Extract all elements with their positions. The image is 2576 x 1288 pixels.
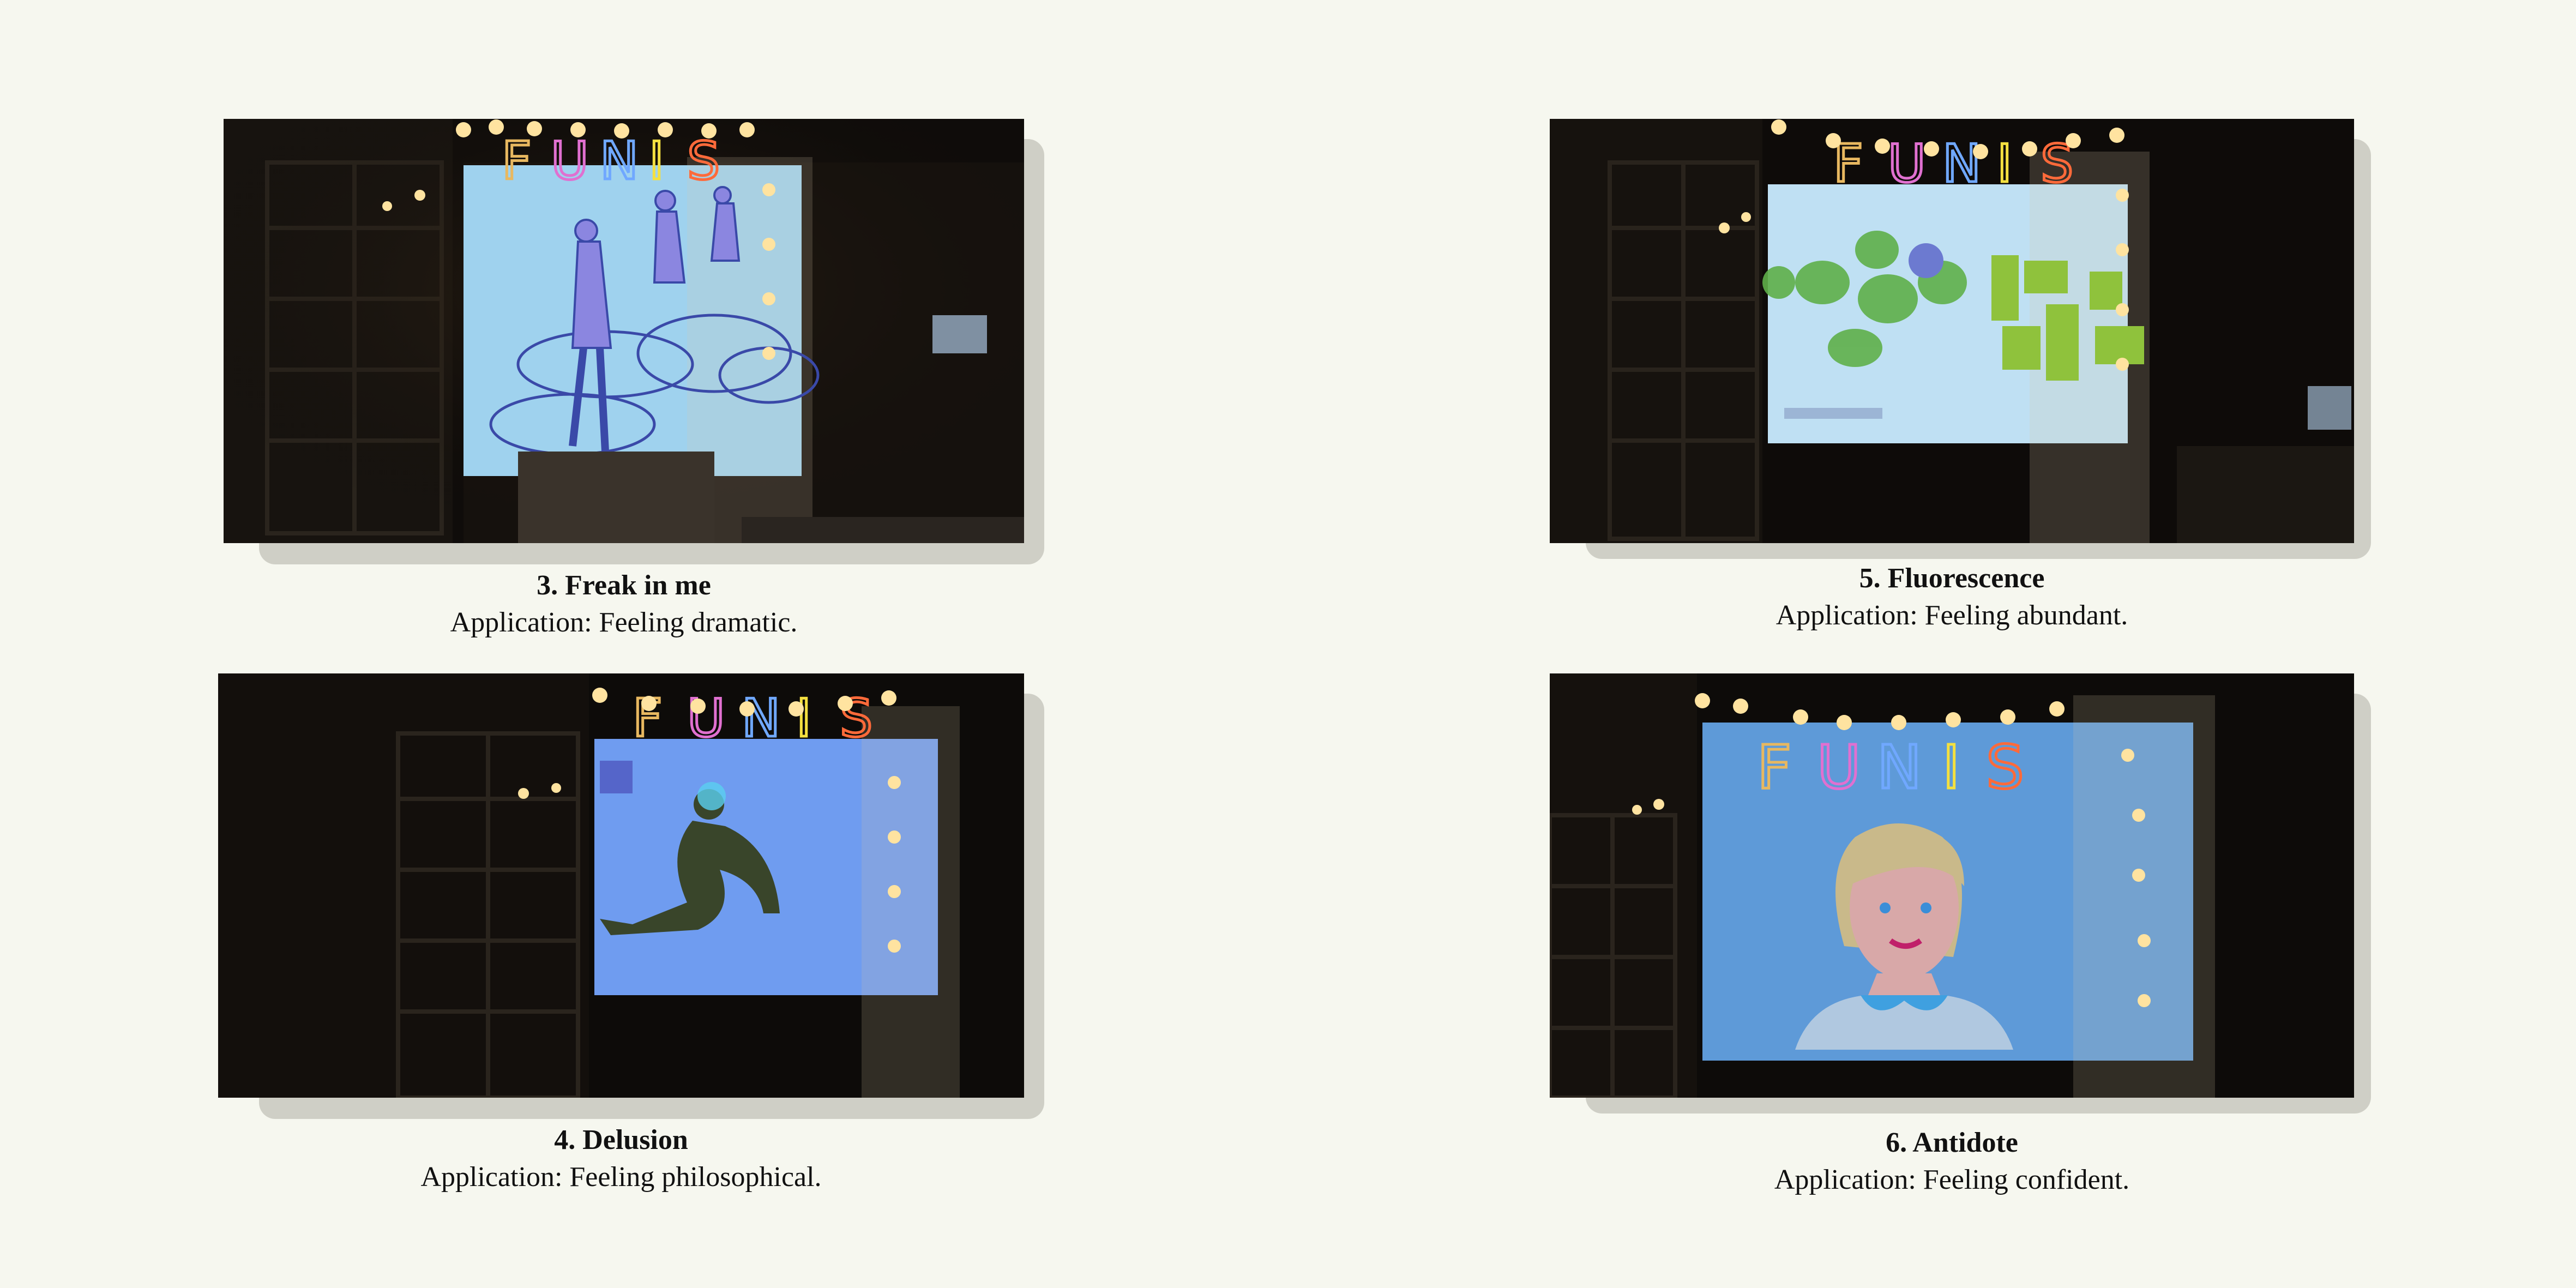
panel-application: Application: Feeling philosophical. [420, 1161, 822, 1193]
svg-text:S: S [687, 131, 720, 191]
svg-text:I: I [1942, 732, 1960, 802]
svg-text:N: N [742, 689, 780, 749]
svg-text:U: U [687, 689, 725, 749]
panel-application: Application: Feeling abundant. [1775, 600, 2128, 631]
svg-text:S: S [1986, 732, 2024, 802]
svg-text:I: I [796, 689, 811, 749]
panel-application: Application: Feeling confident. [1774, 1164, 2130, 1195]
svg-text:F: F [502, 131, 532, 191]
panel-title: 3. Freak in me [537, 570, 711, 601]
svg-text:U: U [1888, 134, 1926, 194]
svg-text:U: U [551, 131, 589, 191]
svg-text:I: I [649, 131, 664, 191]
svg-text:N: N [600, 131, 639, 191]
projection-screen [464, 165, 802, 476]
svg-text:F: F [1757, 732, 1791, 802]
panel-title: 5. Fluorescence [1859, 563, 2045, 594]
svg-text:N: N [1877, 732, 1922, 802]
panel-title: 4. Delusion [554, 1124, 688, 1155]
panel-title: 6. Antidote [1886, 1127, 2018, 1158]
panel-application: Application: Feeling dramatic. [450, 607, 798, 638]
svg-text:N: N [1942, 134, 1981, 194]
svg-text:I: I [1997, 134, 2012, 194]
svg-text:U: U [1817, 732, 1861, 802]
